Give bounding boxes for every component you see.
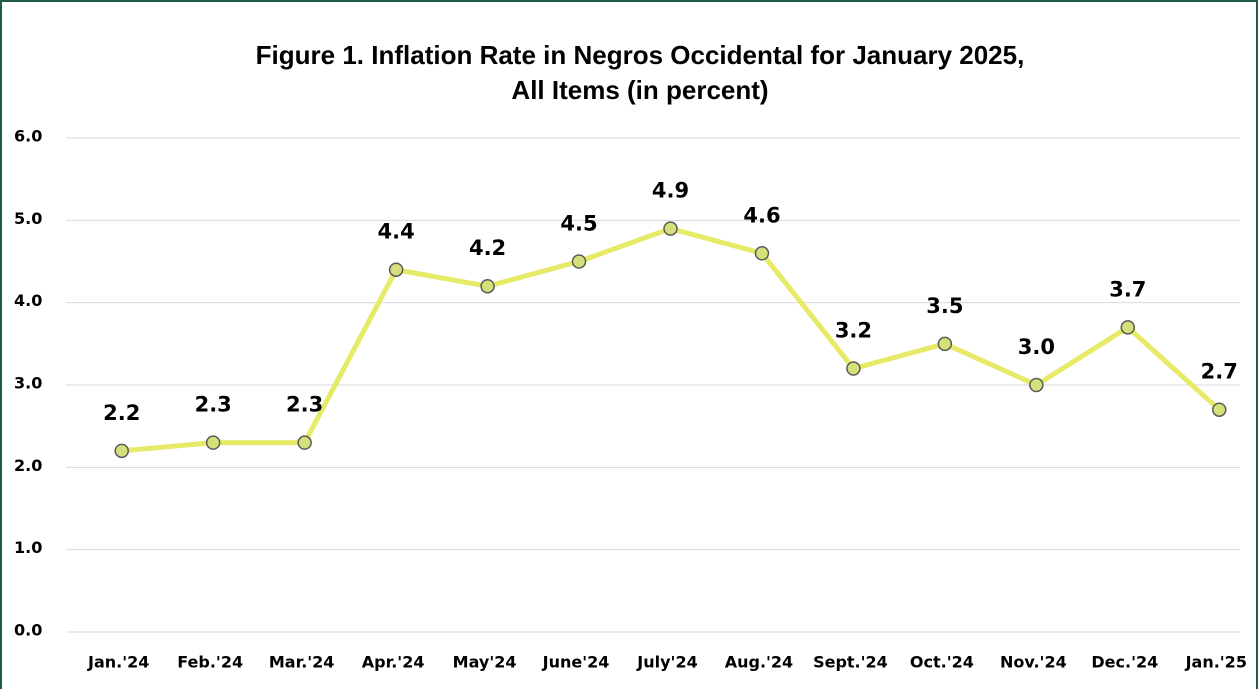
chart-title: Figure 1. Inflation Rate in Negros Occid… [256,40,1025,70]
data-label: 4.9 [652,179,689,203]
y-tick-label: 1.0 [14,538,42,557]
data-point [1120,320,1136,335]
data-point [205,435,221,450]
x-tick-label: July'24 [636,653,697,672]
data-label: 4.5 [560,212,597,236]
y-tick-label: 3.0 [14,374,42,393]
x-tick-label: Jan.'24 [87,653,149,672]
data-point [114,443,129,459]
data-point [571,254,587,269]
data-point [663,221,678,236]
data-label: 3.2 [835,319,872,343]
data-point [937,336,953,352]
data-point [754,246,770,261]
data-point [480,278,495,294]
data-point [846,361,861,376]
x-tick-label: Sept.'24 [813,653,888,672]
data-label: 4.6 [743,203,780,227]
x-tick-label: Nov.'24 [1000,653,1067,672]
x-tick-label: Mar.'24 [269,653,335,672]
y-tick-label: 0.0 [14,621,42,640]
x-tick-label: Dec.'24 [1091,653,1158,672]
data-label: 4.4 [378,220,415,244]
chart-subtitle: All Items (in percent) [511,75,768,105]
data-label: 2.2 [103,401,140,425]
data-point [1212,402,1227,417]
data-label: 3.7 [1109,277,1146,301]
data-label: 3.5 [926,294,963,318]
y-tick-label: 5.0 [14,209,42,228]
y-tick-label: 2.0 [14,456,42,475]
y-tick-label: 4.0 [14,291,42,310]
y-tick-label: 6.0 [14,127,42,146]
data-label: 2.3 [286,393,323,417]
data-label: 3.0 [1018,335,1055,359]
data-label: 4.2 [469,236,506,260]
data-point [297,435,312,450]
data-label: 2.3 [195,393,232,417]
data-label: 2.7 [1201,360,1238,384]
x-tick-label: Feb.'24 [177,653,243,672]
data-point [1029,377,1044,393]
x-tick-label: Aug.'24 [725,653,793,672]
x-tick-label: June'24 [542,653,610,672]
x-tick-label: May'24 [453,653,517,672]
x-tick-label: Jan.'25 [1185,653,1247,672]
x-tick-label: Oct.'24 [910,653,974,672]
x-tick-label: Apr.'24 [362,653,425,672]
data-point [388,262,404,277]
